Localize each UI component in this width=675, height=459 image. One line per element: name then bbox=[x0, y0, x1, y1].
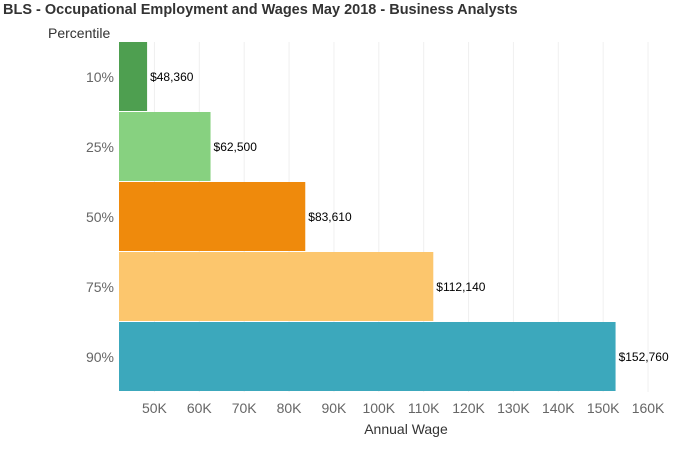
x-tick-label: 90K bbox=[321, 400, 347, 416]
data-label: $83,610 bbox=[308, 210, 352, 224]
data-label: $152,760 bbox=[619, 350, 669, 364]
x-tick-label: 150K bbox=[587, 400, 620, 416]
y-axis-title: Percentile bbox=[48, 25, 110, 41]
x-tick-label: 160K bbox=[632, 400, 665, 416]
x-tick-label: 80K bbox=[277, 400, 303, 416]
x-tick-label: 120K bbox=[452, 400, 485, 416]
data-labels: $48,360 $62,500 $83,610 $112,140 $152,760 bbox=[150, 70, 669, 364]
x-tick-label: 50K bbox=[142, 400, 168, 416]
data-label: $62,500 bbox=[214, 140, 258, 154]
y-tick-label: 90% bbox=[86, 349, 114, 365]
x-axis-title: Annual Wage bbox=[364, 421, 448, 437]
x-tick-label: 130K bbox=[497, 400, 530, 416]
chart-title: BLS - Occupational Employment and Wages … bbox=[3, 2, 518, 18]
y-tick-label: 50% bbox=[86, 209, 114, 225]
y-tick-label: 75% bbox=[86, 279, 114, 295]
bars bbox=[119, 42, 616, 391]
x-tick-label: 140K bbox=[542, 400, 575, 416]
bar-10pct bbox=[119, 42, 148, 111]
bar-25pct bbox=[119, 112, 211, 181]
data-label: $48,360 bbox=[150, 70, 194, 84]
y-tick-label: 10% bbox=[86, 69, 114, 85]
x-tick-label: 70K bbox=[232, 400, 258, 416]
bar-50pct bbox=[119, 182, 306, 251]
x-tick-label: 110K bbox=[408, 400, 440, 416]
bar-90pct bbox=[119, 322, 616, 391]
x-tick-label: 100K bbox=[362, 400, 395, 416]
y-axis-ticks: 10% 25% 50% 75% 90% bbox=[86, 69, 114, 365]
y-tick-label: 25% bbox=[86, 139, 114, 155]
x-axis-ticks: 50K 60K 70K 80K 90K 100K 110K 120K 130K 140K 150K 1… bbox=[142, 400, 665, 416]
bar-75pct bbox=[119, 252, 434, 321]
data-label: $112,140 bbox=[436, 280, 485, 294]
x-tick-label: 60K bbox=[187, 400, 213, 416]
